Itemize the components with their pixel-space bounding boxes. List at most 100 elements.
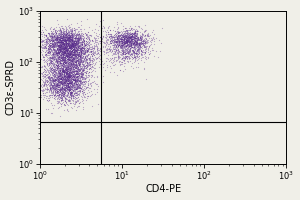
Point [49, 65, 54, 68]
Point [68, 77, 73, 80]
Point [51, 70, 56, 73]
Point [50, 45, 55, 48]
Point [68, 36, 72, 39]
Point [66, 78, 70, 82]
Point [79, 75, 84, 78]
Point [64, 63, 69, 67]
Point [51, 38, 56, 41]
Point [60, 50, 65, 53]
Point [95, 46, 100, 50]
Point [134, 42, 138, 45]
Point [56, 41, 61, 44]
Point [68, 65, 73, 68]
Point [68, 44, 73, 47]
Point [61, 39, 66, 43]
Point [81, 60, 85, 64]
Point [69, 59, 74, 62]
Point [61, 38, 66, 41]
Point [65, 46, 70, 49]
Point [61, 43, 66, 47]
Point [130, 38, 134, 41]
Point [131, 47, 136, 50]
Point [56, 82, 61, 85]
Point [70, 59, 75, 63]
Point [80, 47, 85, 50]
Point [65, 84, 70, 87]
Point [54, 81, 58, 84]
Point [68, 68, 73, 71]
Point [63, 39, 68, 42]
Point [125, 31, 130, 34]
Point [67, 49, 72, 52]
Point [55, 60, 60, 64]
Point [122, 42, 127, 45]
Point [76, 77, 81, 81]
Point [68, 81, 72, 84]
Point [69, 93, 74, 96]
Point [75, 56, 80, 60]
Point [133, 47, 137, 50]
Point [40, 39, 45, 42]
Point [135, 32, 140, 35]
Point [122, 41, 127, 45]
Point [67, 55, 72, 58]
Point [115, 36, 120, 39]
Point [75, 74, 80, 78]
Point [131, 38, 136, 41]
Point [75, 30, 80, 34]
Point [66, 34, 70, 37]
Point [122, 38, 127, 42]
Point [74, 43, 79, 46]
Point [83, 64, 88, 67]
Point [112, 42, 117, 45]
Point [63, 77, 68, 80]
Point [78, 51, 83, 54]
Point [54, 31, 58, 35]
Point [55, 48, 59, 52]
Point [50, 79, 55, 82]
Point [64, 32, 68, 35]
Point [114, 45, 118, 48]
Point [88, 66, 93, 69]
Point [48, 74, 53, 77]
Point [52, 43, 56, 46]
Point [69, 36, 74, 39]
Point [109, 66, 114, 69]
Point [58, 80, 63, 83]
Point [86, 30, 91, 33]
Point [127, 35, 132, 39]
Point [132, 42, 137, 45]
Point [74, 88, 79, 91]
Point [66, 58, 71, 61]
Point [50, 33, 55, 36]
Point [55, 64, 60, 67]
Point [54, 82, 59, 85]
Point [51, 45, 56, 49]
Point [129, 39, 134, 42]
Point [77, 80, 82, 83]
Point [119, 40, 124, 43]
Point [57, 81, 62, 85]
Point [57, 67, 62, 71]
Point [54, 91, 59, 94]
Point [64, 67, 68, 70]
Point [70, 47, 75, 50]
Point [55, 84, 59, 87]
Point [68, 69, 73, 72]
Point [66, 42, 71, 46]
Point [56, 77, 61, 80]
Point [75, 36, 80, 39]
Point [79, 45, 83, 49]
Point [61, 84, 66, 87]
Point [83, 55, 88, 58]
Point [57, 37, 62, 40]
Point [70, 50, 74, 53]
Point [68, 68, 72, 71]
Point [96, 40, 101, 43]
Point [74, 39, 78, 42]
Point [50, 53, 55, 57]
Point [72, 43, 76, 47]
Point [50, 90, 55, 94]
Point [63, 44, 68, 47]
Point [70, 46, 74, 49]
